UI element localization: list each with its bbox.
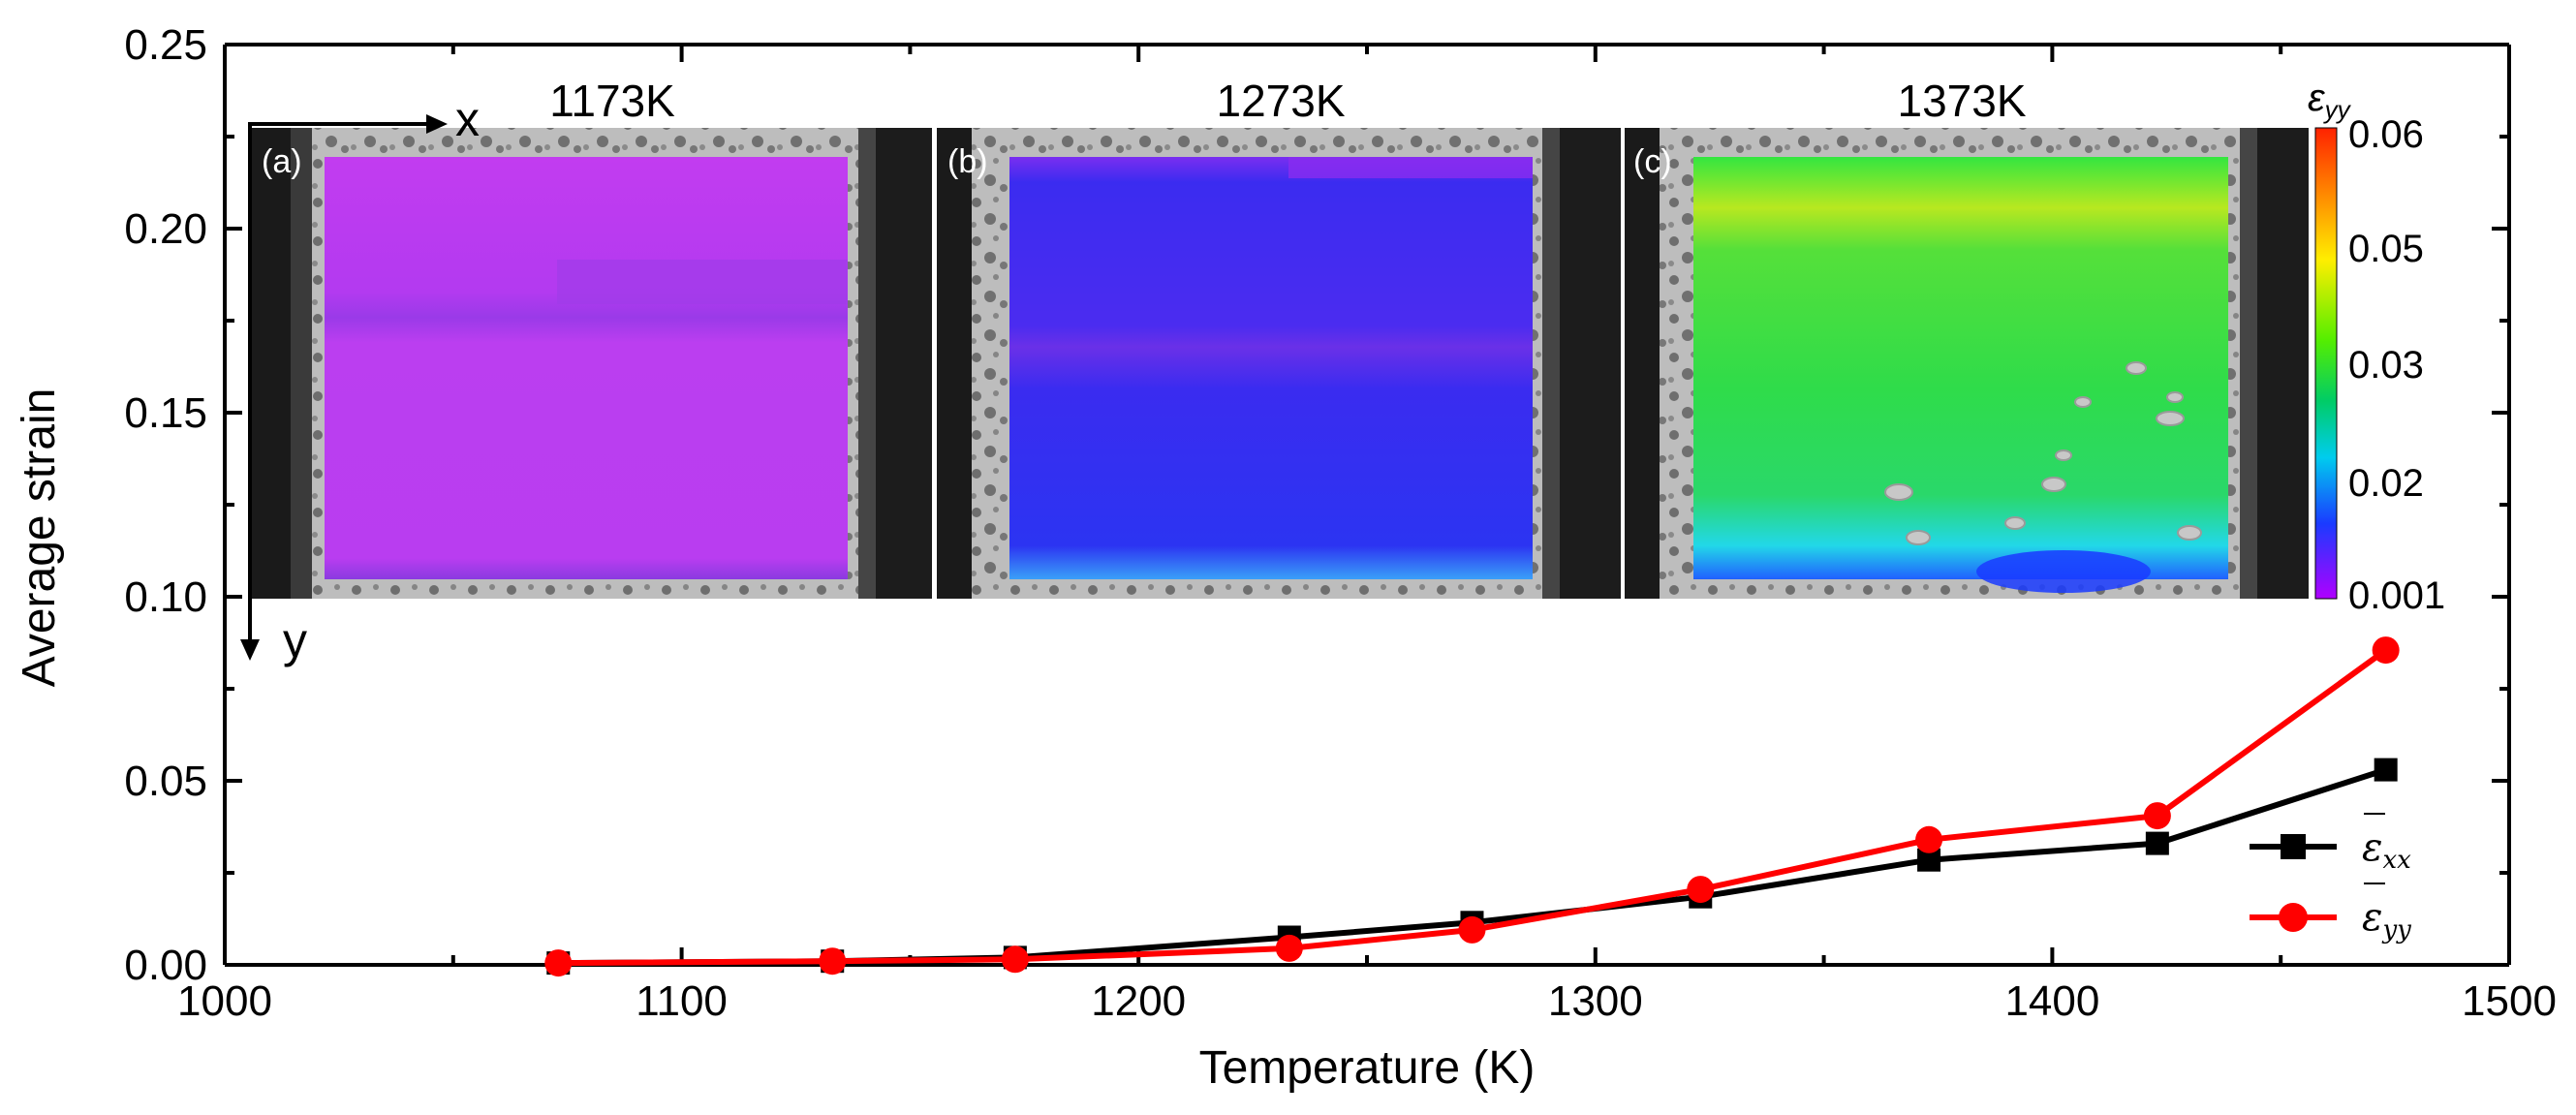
inset-panel-b: (b) 1273K [937, 76, 1621, 599]
x-axis-title: Temperature (K) [1199, 1042, 1536, 1094]
inset-panel-c: (c) 1373K [1625, 76, 2309, 599]
inset-x-label: x [455, 92, 480, 146]
series-yy [544, 636, 2400, 977]
data-point-yy [544, 949, 573, 977]
legend-exx-subscript: xx [2382, 846, 2411, 875]
x-tick-label: 1300 [1548, 977, 1643, 1025]
colorbar: εyy 0.06 0.05 0.03 0.02 0.001 [2308, 77, 2445, 617]
y-tick-label: 0.25 [124, 21, 207, 69]
y-tick-label: 0.10 [124, 573, 207, 621]
data-point-yy [1275, 934, 1303, 962]
colorbar-gradient [2314, 127, 2338, 600]
colorbar-tick-4: 0.001 [2348, 574, 2445, 617]
legend-label-eyy: εyy [2362, 895, 2411, 945]
colorbar-tick-3: 0.02 [2348, 462, 2424, 505]
colorbar-label-symbol: ε [2308, 77, 2326, 119]
data-point-xx [2374, 758, 2398, 782]
legend-eyy-subscript: yy [2381, 915, 2411, 945]
data-point-yy [1458, 915, 1486, 944]
legend-marker-square [2281, 834, 2306, 859]
data-point-yy [819, 947, 847, 976]
legend: εxx εyy [2250, 813, 2411, 945]
x-tick-label: 1200 [1091, 977, 1186, 1025]
inset-y-label: y [283, 613, 307, 667]
y-tick-label: 0.05 [124, 758, 207, 805]
colorbar-tick-0: 0.06 [2348, 113, 2424, 156]
data-point-yy [2372, 636, 2400, 665]
legend-item-eyy: εyy [2250, 883, 2411, 945]
inset-title-c: 1373K [1897, 76, 2026, 126]
data-point-yy [2143, 802, 2171, 830]
colorbar-tick-1: 0.05 [2348, 228, 2424, 270]
data-point-xx [2145, 831, 2169, 855]
inset-panel-a: (a) 1173K [248, 76, 932, 599]
legend-marker-circle [2279, 903, 2308, 932]
axis-tick-labels: 1000 1100 1200 1300 1400 1500 0.00 0.05 0.10 0.15… [124, 21, 2557, 1025]
colorbar-label-subscript: yy [2323, 95, 2352, 124]
inset-title-b: 1273K [1216, 76, 1345, 126]
x-tick-label: 1000 [177, 977, 272, 1025]
colorbar-tick-2: 0.03 [2348, 344, 2424, 387]
colorbar-label: εyy [2308, 77, 2352, 124]
x-tick-label: 1100 [636, 977, 728, 1025]
data-point-yy [1687, 876, 1715, 904]
inset-title-a: 1173K [549, 76, 675, 126]
legend-exx-symbol: ε [2362, 825, 2382, 870]
legend-item-exx: εxx [2250, 813, 2411, 875]
legend-eyy-symbol: ε [2362, 895, 2382, 940]
legend-label-exx: εxx [2362, 825, 2411, 875]
inset-letter-a: (a) [262, 143, 302, 180]
inset-images: (a) 1173K (b) 1273K [248, 76, 2309, 599]
inset-letter-b: (b) [947, 143, 988, 180]
inset-axes: x y [240, 92, 480, 667]
y-tick-label: 0.15 [124, 389, 207, 437]
y-tick-label: 0.20 [124, 205, 207, 253]
series-layer [544, 636, 2400, 977]
x-tick-label: 1500 [2462, 977, 2557, 1025]
inset-letter-c: (c) [1633, 143, 1672, 180]
y-axis-title: Average strain [14, 388, 65, 688]
x-tick-label: 1400 [2004, 977, 2099, 1025]
data-point-yy [1915, 825, 1943, 853]
y-tick-label: 0.00 [124, 942, 207, 989]
data-point-yy [1001, 945, 1029, 974]
